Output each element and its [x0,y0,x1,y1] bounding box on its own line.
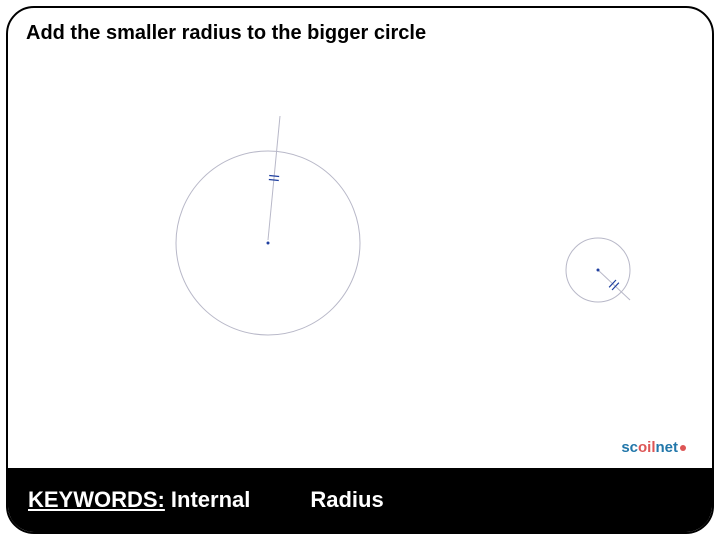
slide-frame: Add the smaller radius to the bigger cir… [6,6,714,534]
large-radius-line [268,116,280,240]
small-center-dot [597,269,600,272]
keyword-2: Radius [310,487,383,513]
slide-title: Add the smaller radius to the bigger cir… [26,22,426,45]
scoilnet-logo: scoilnet [621,439,686,456]
geometry-diagram [8,58,714,448]
small-radius-line [598,270,630,300]
keywords-label: KEYWORDS: [28,487,165,513]
keywords-bar: KEYWORDS: Internal Radius [8,468,712,532]
large-center-dot [267,242,270,245]
keyword-1: Internal [171,487,250,513]
